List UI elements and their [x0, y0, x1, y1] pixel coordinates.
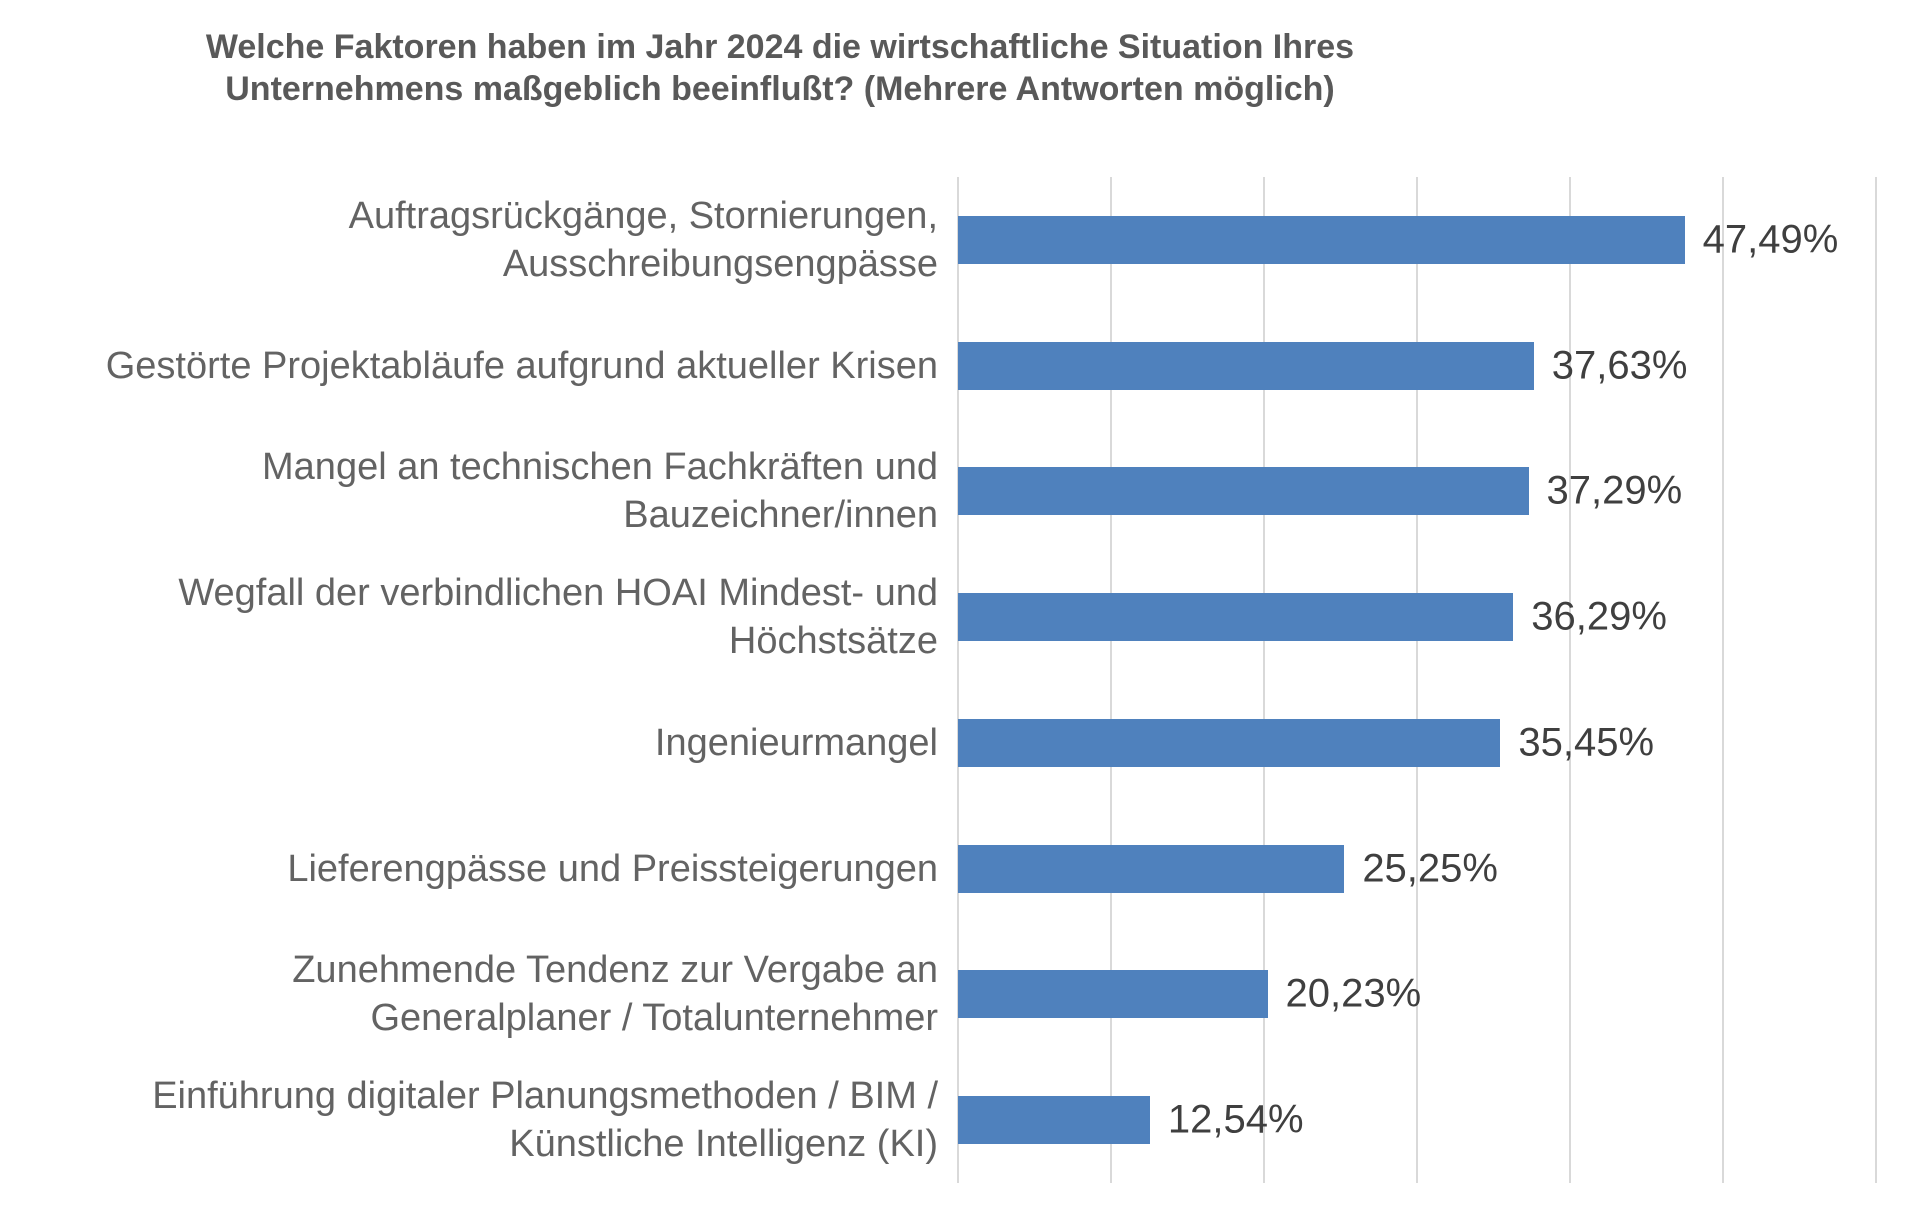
gridline	[1722, 177, 1724, 1183]
value-label: 36,29%	[1531, 594, 1667, 639]
bar	[958, 215, 1685, 264]
bar	[958, 1096, 1150, 1145]
category-label: Wegfall der verbindlichen HOAI Mindest- …	[178, 572, 938, 663]
bar	[958, 970, 1268, 1019]
bar	[958, 844, 1345, 893]
category-label: Einführung digitaler Planungsmethoden / …	[152, 1075, 938, 1166]
gridline	[1875, 177, 1877, 1183]
gridline	[957, 177, 959, 1183]
category-label: Auftragsrückgänge, Stornierungen, Aussch…	[348, 194, 938, 285]
category-label: Zunehmende Tendenz zur Vergabe an Genera…	[292, 949, 938, 1040]
value-label: 25,25%	[1362, 846, 1498, 891]
value-label: 20,23%	[1285, 971, 1422, 1016]
gridline	[1416, 177, 1418, 1183]
category-label: Lieferengpässe und Preissteigerungen	[287, 847, 938, 890]
bar	[958, 718, 1501, 767]
chart-title: Welche Faktoren haben im Jahr 2024 die w…	[205, 28, 1355, 108]
bar	[958, 341, 1534, 390]
bar	[958, 467, 1529, 516]
value-label: 47,49%	[1702, 217, 1839, 262]
gridline	[1263, 177, 1265, 1183]
gridline	[1110, 177, 1112, 1183]
bar	[958, 593, 1514, 642]
value-label: 37,63%	[1551, 343, 1688, 388]
category-label: Gestörte Projektabläufe aufgrund aktuell…	[105, 344, 938, 387]
category-label: Ingenieurmangel	[654, 721, 938, 764]
gridline	[1569, 177, 1571, 1183]
value-label: 12,54%	[1167, 1097, 1304, 1142]
category-label: Mangel an technischen Fachkräften und Ba…	[262, 446, 938, 537]
plot-area	[957, 177, 1877, 1183]
value-label: 37,29%	[1546, 468, 1683, 513]
value-label: 35,45%	[1518, 720, 1655, 765]
